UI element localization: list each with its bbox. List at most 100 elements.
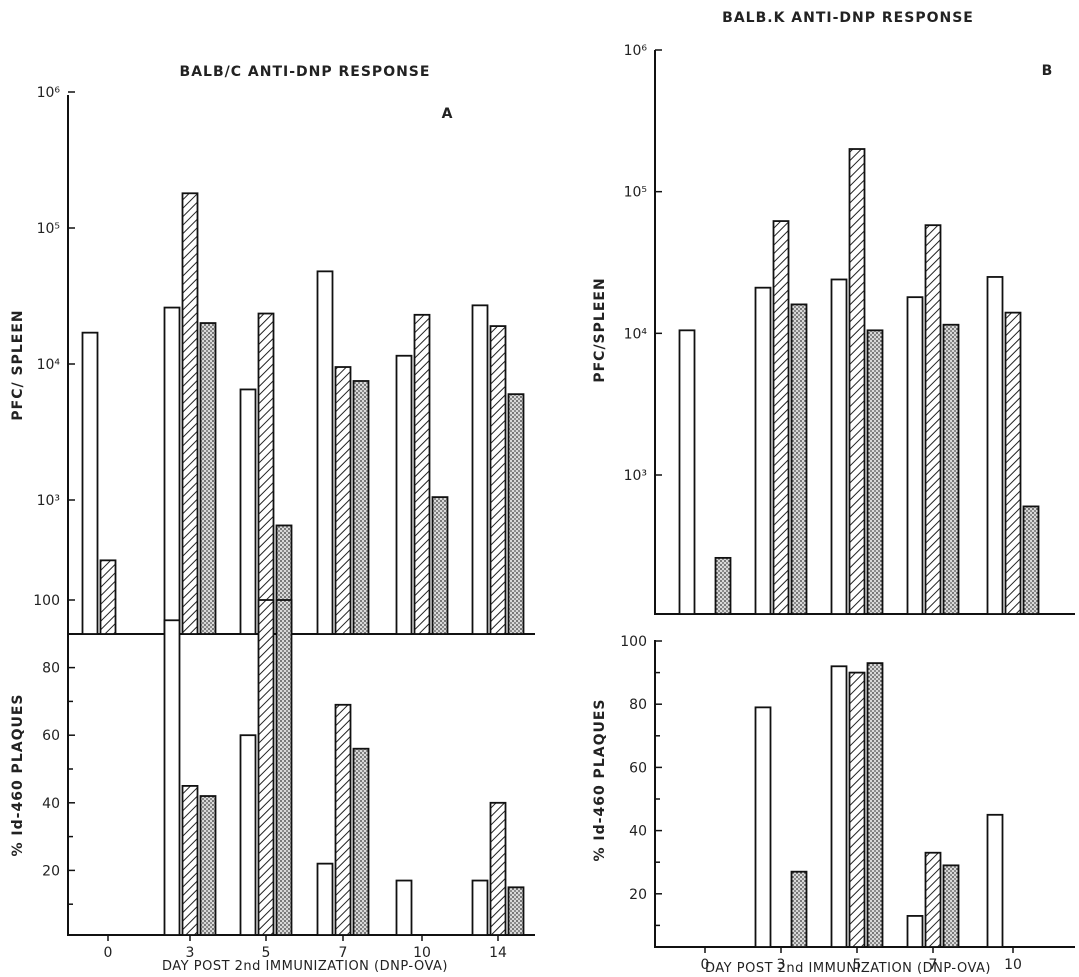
- bar-stippled: [790, 303, 808, 615]
- panel-a-id-y-axis-label: % Id-460 PLAQUES: [10, 694, 26, 857]
- panel-a-x-axis-label: DAY POST 2nd IMMUNIZATION (DNP-OVA): [162, 959, 448, 974]
- y-tick-label: 60: [42, 728, 60, 744]
- panel-a-id-marks: 20 40 60 80 100 0 3 5 7 10 14: [33, 593, 535, 961]
- panel-a-title: BALB/C ANTI-DNP RESPONSE: [180, 64, 431, 80]
- bar-open: [986, 276, 1004, 615]
- bar-hatched: [1004, 311, 1022, 615]
- bar-hatched: [413, 313, 431, 635]
- bar-open: [471, 879, 489, 936]
- bar-open: [316, 862, 334, 936]
- panel-b-pfc-y-axis-label: PFC/SPLEEN: [592, 277, 608, 382]
- y-tick-label: 20: [629, 887, 647, 903]
- x-tick-label: 3: [186, 945, 195, 961]
- bar-stippled: [866, 329, 884, 615]
- bar-hatched: [257, 312, 275, 635]
- bar-open: [81, 331, 99, 635]
- bar-stippled: [352, 380, 370, 635]
- panel-a-pfc-chart: BALB/C ANTI-DNP RESPONSE A PFC/ SPLEEN 1…: [10, 64, 535, 635]
- bar-hatched: [772, 220, 790, 615]
- bar-open: [754, 286, 772, 615]
- bar-stippled: [942, 323, 960, 615]
- bar-open: [395, 354, 413, 635]
- bar-hatched: [924, 224, 942, 615]
- panel-b-id-marks: 20 40 60 80 100 0 3 5 7 10: [620, 634, 1075, 973]
- panel-b-pfc-marks: 10³ 10⁴ 10⁵ 10⁶: [624, 43, 1075, 615]
- bar-open: [239, 734, 257, 936]
- y-tick-label: 10⁶: [624, 43, 648, 59]
- bar-hatched: [257, 599, 275, 936]
- bar-stippled: [352, 747, 370, 936]
- x-tick-label: 7: [339, 945, 348, 961]
- y-tick-label: 10³: [37, 493, 60, 509]
- x-tick-label: 7: [929, 957, 938, 973]
- bar-hatched: [924, 851, 942, 948]
- x-tick-label: 5: [262, 945, 271, 961]
- bar-hatched: [848, 671, 866, 948]
- y-tick-label: 40: [42, 796, 60, 812]
- y-tick-label: 10⁵: [37, 221, 60, 237]
- bar-hatched: [334, 703, 352, 936]
- y-tick-label: 10⁶: [37, 85, 61, 101]
- bar-stippled: [866, 662, 884, 948]
- x-tick-label: 10: [1004, 957, 1022, 973]
- bar-open: [830, 278, 848, 615]
- bar-stippled: [275, 599, 293, 936]
- panel-b-pfc-chart: BALB.K ANTI-DNP RESPONSE B PFC/SPLEEN 10…: [592, 10, 1075, 615]
- panel-b-title: BALB.K ANTI-DNP RESPONSE: [722, 10, 974, 26]
- bar-hatched: [334, 366, 352, 635]
- x-tick-label: 14: [489, 945, 507, 961]
- y-tick-label: 20: [42, 863, 60, 879]
- bar-stippled: [431, 496, 449, 635]
- y-tick-label: 10⁴: [37, 357, 61, 373]
- bar-open: [471, 304, 489, 635]
- axis-lines: [67, 635, 535, 936]
- y-tick-label: 10⁵: [624, 185, 647, 201]
- bar-open: [163, 619, 181, 936]
- bar-stippled: [1022, 505, 1040, 615]
- bar-stippled: [942, 864, 960, 948]
- x-tick-label: 0: [701, 957, 710, 973]
- bar-hatched: [848, 148, 866, 615]
- bar-stippled: [507, 393, 525, 635]
- x-tick-label: 3: [777, 957, 786, 973]
- bar-stippled: [790, 870, 808, 948]
- bar-open: [754, 706, 772, 948]
- bar-stippled: [714, 556, 732, 615]
- bar-hatched: [181, 785, 199, 936]
- bar-open: [906, 296, 924, 615]
- bar-open: [316, 270, 334, 635]
- bar-open: [239, 388, 257, 635]
- panel-b-x-axis-label: DAY POST 2nd IMMUNIZATION (DNP-OVA): [705, 961, 991, 976]
- bar-open: [830, 665, 848, 948]
- panel-a-pfc-marks: 10³ 10⁴ 10⁵ 10⁶: [37, 85, 535, 635]
- bar-hatched: [181, 192, 199, 635]
- bar-stippled: [507, 886, 525, 936]
- y-tick-label: 60: [629, 760, 647, 776]
- bar-open: [163, 306, 181, 635]
- panel-a-id-chart: % Id-460 PLAQUES 20 40 60 80 100 0 3 5 7 10 14 DAY…: [10, 593, 535, 974]
- bar-stippled: [199, 322, 217, 635]
- y-tick-label: 100: [33, 593, 60, 609]
- y-tick-label: 80: [42, 661, 60, 677]
- y-tick-label: 10⁴: [624, 326, 648, 342]
- bar-open: [395, 879, 413, 936]
- y-tick-label: 10³: [624, 468, 647, 484]
- y-tick-label: 80: [629, 697, 647, 713]
- y-tick-label: 40: [629, 824, 647, 840]
- panel-a-pfc-y-axis-label: PFC/ SPLEEN: [10, 309, 26, 420]
- y-tick-label: 100: [620, 634, 647, 650]
- panel-a-label: A: [442, 106, 453, 122]
- panel-b-id-chart: % Id-460 PLAQUES 20 40 60 80 100 0 3 5 7 10 DAY P…: [592, 634, 1075, 976]
- axis-lines: [67, 95, 535, 635]
- bar-open: [906, 915, 924, 948]
- bar-hatched: [489, 325, 507, 635]
- panel-b-label: B: [1042, 63, 1053, 79]
- x-tick-label: 10: [413, 945, 431, 961]
- panel-b-id-y-axis-label: % Id-460 PLAQUES: [592, 699, 608, 862]
- bar-open: [986, 813, 1004, 948]
- x-tick-label: 0: [104, 945, 113, 961]
- bar-open: [678, 329, 696, 615]
- bar-hatched: [99, 559, 117, 635]
- bar-hatched: [489, 801, 507, 936]
